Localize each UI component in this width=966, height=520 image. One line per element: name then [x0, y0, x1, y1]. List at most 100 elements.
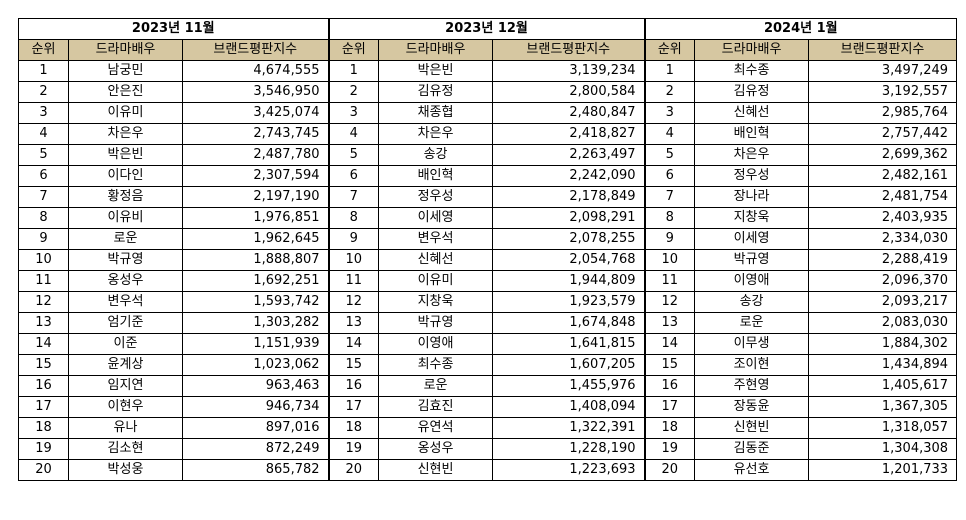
name-header: 드라마배우: [378, 39, 494, 61]
rank-cell: 20: [327, 459, 380, 481]
score-cell: 2,242,090: [492, 165, 646, 187]
score-cell: 1,976,851: [181, 207, 330, 229]
rank-cell: 14: [327, 333, 380, 355]
rank-cell: 9: [327, 228, 380, 250]
brand-reputation-table: 2023년 11월 2023년 12월 2024년 1월 순위 드라마배우 브랜…: [17, 18, 958, 481]
table-row: 20 박성웅 865,782 20 신현빈 1,223,693 20 유선호 1,201,733: [18, 459, 958, 481]
rank-cell: 1: [643, 60, 696, 82]
table-row: 5 박은빈 2,487,780 5 송강 2,263,497 5 차은우 2,699,362: [18, 144, 958, 166]
name-cell: 주현영: [694, 375, 810, 397]
score-cell: 1,888,807: [181, 249, 330, 271]
rank-cell: 17: [643, 396, 696, 418]
rank-cell: 20: [643, 459, 696, 481]
name-cell: 옹성우: [68, 270, 183, 292]
table-row: 12 변우석 1,593,742 12 지창욱 1,923,579 12 송강 2,093,21…: [18, 291, 958, 313]
name-cell: 차은우: [694, 144, 810, 166]
score-cell: 3,425,074: [181, 102, 330, 124]
rank-cell: 13: [327, 312, 380, 334]
score-cell: 1,434,894: [808, 354, 958, 376]
name-cell: 배인혁: [378, 165, 494, 187]
score-cell: 2,743,745: [181, 123, 330, 145]
score-cell: 1,884,302: [808, 333, 958, 355]
score-header: 브랜드평판지수: [808, 39, 958, 61]
score-cell: 1,223,693: [492, 459, 646, 481]
table-row: 19 김소현 872,249 19 옹성우 1,228,190 19 김동준 1,304,308: [18, 438, 958, 460]
rank-cell: 16: [327, 375, 380, 397]
score-cell: 1,228,190: [492, 438, 646, 460]
rank-header: 순위: [18, 39, 69, 61]
name-cell: 이세영: [378, 207, 494, 229]
rank-cell: 3: [327, 102, 380, 124]
rank-cell: 20: [18, 459, 69, 481]
name-cell: 김유정: [694, 81, 810, 103]
rank-cell: 18: [18, 417, 69, 439]
score-cell: 2,985,764: [808, 102, 958, 124]
score-cell: 963,463: [181, 375, 330, 397]
name-cell: 최수종: [694, 60, 810, 82]
name-cell: 안은진: [68, 81, 183, 103]
name-cell: 김동준: [694, 438, 810, 460]
score-cell: 2,197,190: [181, 186, 330, 208]
score-cell: 2,403,935: [808, 207, 958, 229]
rank-cell: 8: [643, 207, 696, 229]
name-cell: 유연석: [378, 417, 494, 439]
name-cell: 이다인: [68, 165, 183, 187]
table-row: 7 황정음 2,197,190 7 정우성 2,178,849 7 장나라 2,481,754: [18, 186, 958, 208]
rank-cell: 13: [643, 312, 696, 334]
name-cell: 김유정: [378, 81, 494, 103]
score-cell: 3,546,950: [181, 81, 330, 103]
score-cell: 3,192,557: [808, 81, 958, 103]
score-header: 브랜드평판지수: [492, 39, 646, 61]
rank-cell: 13: [18, 312, 69, 334]
rank-cell: 8: [18, 207, 69, 229]
name-cell: 박은빈: [68, 144, 183, 166]
score-cell: 1,944,809: [492, 270, 646, 292]
rank-cell: 4: [18, 123, 69, 145]
score-cell: 2,487,780: [181, 144, 330, 166]
table-row: 9 로운 1,962,645 9 변우석 2,078,255 9 이세영 2,334,030: [18, 228, 958, 250]
score-cell: 946,734: [181, 396, 330, 418]
rank-cell: 6: [327, 165, 380, 187]
score-cell: 1,923,579: [492, 291, 646, 313]
score-cell: 1,593,742: [181, 291, 330, 313]
rank-cell: 8: [327, 207, 380, 229]
rank-cell: 7: [18, 186, 69, 208]
table-row: 2 안은진 3,546,950 2 김유정 2,800,584 2 김유정 3,192,557: [18, 81, 958, 103]
name-cell: 장동윤: [694, 396, 810, 418]
rank-cell: 7: [327, 186, 380, 208]
score-cell: 3,139,234: [492, 60, 646, 82]
table-row: 14 이준 1,151,939 14 이영애 1,641,815 14 이무생 1,884,30…: [18, 333, 958, 355]
score-cell: 1,023,062: [181, 354, 330, 376]
name-cell: 변우석: [378, 228, 494, 250]
name-cell: 로운: [378, 375, 494, 397]
name-cell: 남궁민: [68, 60, 183, 82]
score-cell: 865,782: [181, 459, 330, 481]
rank-cell: 6: [643, 165, 696, 187]
rank-cell: 4: [643, 123, 696, 145]
score-cell: 2,418,827: [492, 123, 646, 145]
score-cell: 1,674,848: [492, 312, 646, 334]
month-title: 2023년 11월: [17, 18, 330, 40]
name-cell: 채종협: [378, 102, 494, 124]
rank-cell: 9: [18, 228, 69, 250]
rank-cell: 6: [18, 165, 69, 187]
month-title: 2024년 1월: [643, 18, 958, 40]
score-cell: 2,178,849: [492, 186, 646, 208]
name-cell: 김효진: [378, 396, 494, 418]
rank-cell: 15: [643, 354, 696, 376]
name-cell: 이현우: [68, 396, 183, 418]
rank-cell: 1: [327, 60, 380, 82]
score-cell: 1,303,282: [181, 312, 330, 334]
rank-cell: 19: [643, 438, 696, 460]
score-cell: 2,093,217: [808, 291, 958, 313]
rank-cell: 5: [18, 144, 69, 166]
rank-cell: 15: [327, 354, 380, 376]
name-cell: 장나라: [694, 186, 810, 208]
score-cell: 1,641,815: [492, 333, 646, 355]
name-cell: 이세영: [694, 228, 810, 250]
rank-cell: 3: [643, 102, 696, 124]
name-cell: 이유미: [378, 270, 494, 292]
name-cell: 박규영: [694, 249, 810, 271]
table-row: 1 남궁민 4,674,555 1 박은빈 3,139,234 1 최수종 3,497,249: [18, 60, 958, 82]
name-cell: 박규영: [378, 312, 494, 334]
